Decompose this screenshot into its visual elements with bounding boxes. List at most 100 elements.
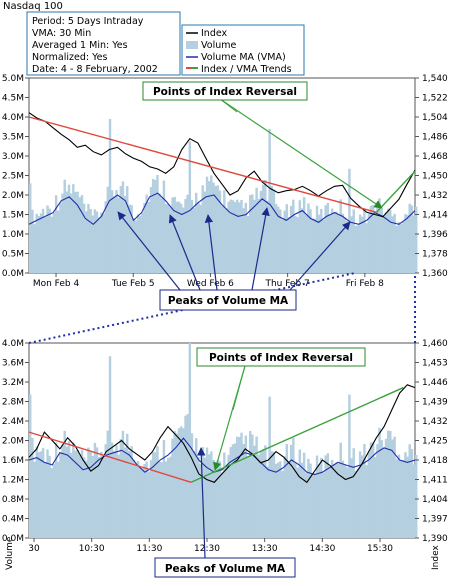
bottom-volume-bar (31, 437, 34, 538)
top-y2-tick-label: 1,468 (422, 152, 448, 162)
top-volume-bar (80, 195, 84, 273)
top-volume-bar (402, 221, 405, 273)
bottom-volume-bar (147, 471, 151, 538)
bottom-volume-bar (326, 453, 330, 538)
legend-swatch-volume (186, 41, 198, 49)
bottom-volume-bar (285, 444, 289, 538)
top-volume-bar (212, 182, 215, 273)
top-volume-bar (305, 215, 308, 273)
bottom-volume-bar (397, 454, 401, 538)
top-volume-bar (190, 200, 194, 273)
top-volume-bar (102, 213, 105, 273)
bottom-volume-bar (63, 430, 66, 538)
top-volume-bar (210, 175, 213, 273)
bottom-volume-bar (238, 437, 241, 538)
bottom-volume-bar (192, 451, 196, 538)
top-volume-bar (175, 201, 179, 273)
bottom-volume-bar (337, 463, 340, 538)
bottom-volume-bar (272, 451, 276, 538)
bottom-volume-bar (395, 459, 399, 538)
bottom-volume-bar (197, 456, 200, 538)
bottom-volume-bar (363, 444, 366, 538)
bottom-volume-bar (281, 470, 284, 538)
bottom-x-tick-label: 30 (28, 544, 40, 554)
top-volume-bar (393, 213, 396, 273)
top-volume-bar (48, 208, 51, 273)
bottom-volume-bar (240, 432, 243, 538)
bottom-volume-bar (106, 430, 110, 538)
top-volume-bar (380, 208, 383, 273)
top-y2-tick-label: 1,540 (422, 74, 448, 84)
bottom-volume-bar (100, 451, 103, 538)
bottom-volume-bar (151, 452, 155, 538)
bottom-volume-bars (29, 343, 418, 538)
bottom-volume-bar (149, 460, 153, 538)
top-volume-bar (415, 206, 418, 273)
top-volume-bar (50, 216, 54, 273)
bottom-volume-bar (253, 445, 256, 538)
bottom-volume-bar (91, 456, 94, 538)
bottom-volume-bar (184, 415, 187, 538)
bottom-volume-bar (158, 461, 161, 538)
bottom-plot: 0.0M 0.4M 0.8M 1.2M 1.6M 2.0M 2.4M 2.8M 3.2M 3.6M… (2, 339, 448, 554)
top-volume-bar (251, 194, 254, 273)
top-y2-tick-label: 1,414 (422, 211, 448, 221)
bottom-volume-bar (143, 464, 146, 538)
top-volume-bar (229, 199, 232, 273)
bottom-volume-bar (225, 467, 228, 538)
top-y2-tick-label: 1,450 (422, 172, 448, 182)
bottom-x-tick-label: 14:30 (309, 544, 335, 554)
bottom-volume-bar (117, 454, 120, 538)
top-volume-bar (173, 196, 176, 273)
bottom-volume-bar (266, 466, 269, 538)
bottom-volume-bar (402, 459, 405, 538)
info-line: Period: 5 Days Intraday (32, 16, 144, 27)
top-plot: 0.0M 0.5M 1.0M 1.5M 2.0M 2.5M 3.0M 3.5M 4.0M 4.5M… (2, 74, 448, 289)
bottom-volume-bar (309, 463, 312, 538)
bottom-volume-bar (164, 461, 168, 538)
bottom-volume-bar (264, 445, 267, 538)
top-volume-bar (201, 185, 204, 273)
top-volume-bar (186, 194, 189, 273)
top-volume-bar (126, 186, 129, 273)
top-volume-bar (320, 209, 323, 273)
bottom-y2-tick-label: 1,397 (422, 515, 448, 525)
bottom-volume-bar (412, 464, 416, 538)
top-vma-line (28, 192, 416, 226)
top-volume-bar (156, 175, 159, 273)
top-y2-tick-label: 1,432 (422, 191, 448, 201)
bottom-volume-bar (208, 454, 211, 538)
bottom-volume-bar (173, 431, 176, 538)
top-volume-bar (408, 203, 411, 273)
top-volume-bar (145, 194, 148, 273)
top-volume-bar (257, 199, 261, 273)
top-volume-bar (244, 202, 248, 273)
top-volume-bar (104, 201, 107, 273)
top-volume-bar (98, 217, 101, 273)
bottom-volume-bar (162, 440, 166, 538)
top-y2-tick-label: 1,486 (422, 133, 448, 143)
bottom-volume-bar (365, 465, 368, 538)
bottom-y-tick-label: 0.4M (2, 515, 24, 525)
bottom-volume-bar (141, 468, 144, 538)
bottom-volume-bar (119, 439, 123, 538)
bottom-volume-bar (389, 430, 392, 538)
bottom-volume-bar (227, 455, 230, 538)
top-volume-bar (149, 187, 153, 273)
top-volume-bar (292, 199, 295, 273)
bottom-volume-bar (399, 460, 403, 538)
top-volume-bar (253, 199, 256, 273)
top-volume-bar (324, 205, 327, 273)
bottom-volume-bar (46, 449, 49, 538)
bottom-volume-bar (85, 460, 88, 538)
bottom-volume-bar (54, 442, 58, 538)
top-volume-bar (197, 203, 200, 273)
bottom-x-tick-label: 10:30 (79, 544, 105, 554)
bottom-volume-bar (203, 457, 207, 538)
legend-label: Volume MA (VMA) (201, 52, 286, 63)
bottom-volume-bar (123, 447, 127, 538)
bottom-volume-bar (378, 427, 381, 538)
top-volume-bar (89, 208, 92, 273)
bottom-volume-bar (212, 459, 215, 538)
